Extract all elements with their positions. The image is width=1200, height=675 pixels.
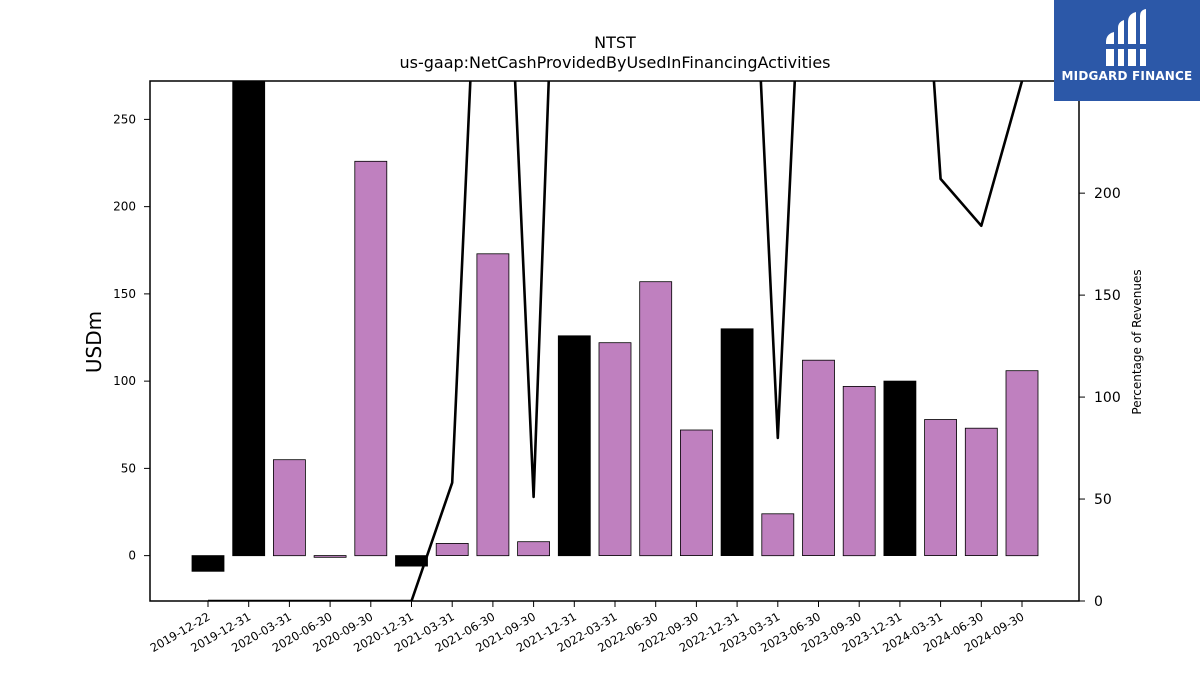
y2-axis-label: Percentage of Revenues bbox=[1130, 269, 1144, 414]
y-tick-label: 0 bbox=[128, 549, 136, 563]
y2-tick-label: 50 bbox=[1094, 492, 1112, 508]
bar-2020-03-31 bbox=[272, 459, 306, 557]
logo-text: MIDGARD FINANCE bbox=[1061, 69, 1193, 83]
y-tick-label: 250 bbox=[113, 112, 136, 126]
bar-2021-03-31 bbox=[435, 543, 469, 557]
bar-2023-03-31 bbox=[761, 513, 795, 557]
chart-title: NTST bbox=[594, 33, 636, 52]
y2-tick-label: 0 bbox=[1094, 594, 1103, 610]
y2-tick-label: 200 bbox=[1094, 186, 1121, 202]
y2-tick-label: 100 bbox=[1094, 390, 1121, 406]
bar-2022-06-30 bbox=[639, 281, 673, 557]
bar-2024-06-30 bbox=[964, 427, 998, 557]
bar-2021-09-30 bbox=[517, 541, 550, 557]
bar-2020-09-30 bbox=[354, 160, 388, 557]
y-tick-label: 50 bbox=[121, 461, 136, 475]
bar-2022-09-30 bbox=[680, 429, 713, 556]
bar-2022-12-31 bbox=[720, 328, 754, 556]
y-tick-label: 200 bbox=[113, 200, 136, 214]
bar-2021-12-31 bbox=[557, 335, 591, 557]
y-tick-label: 100 bbox=[113, 374, 136, 388]
bar-2022-03-31 bbox=[598, 342, 632, 557]
bars-layer bbox=[191, 81, 1039, 572]
bar-2020-06-30 bbox=[313, 555, 347, 558]
chart-subtitle: us-gaap:NetCashProvidedByUsedInFinancing… bbox=[399, 53, 830, 72]
bar-2023-06-30 bbox=[802, 359, 835, 557]
bar-2024-09-30 bbox=[1005, 370, 1039, 557]
bar-2023-12-31 bbox=[883, 380, 917, 557]
bar-2023-09-30 bbox=[842, 385, 876, 557]
midgard-finance-logo: MIDGARD FINANCE bbox=[1054, 0, 1200, 101]
bar-2021-06-30 bbox=[476, 253, 510, 557]
y-tick-label: 150 bbox=[113, 287, 136, 301]
bar-2019-12-31 bbox=[232, 81, 266, 557]
bar-2024-03-31 bbox=[924, 419, 957, 557]
bar-2019-12-22 bbox=[191, 555, 225, 572]
bar-2020-12-31 bbox=[395, 555, 428, 567]
y-axis-label: USDm bbox=[82, 311, 106, 373]
y2-tick-label: 150 bbox=[1094, 288, 1121, 304]
midgard-logo-icon bbox=[1102, 9, 1152, 66]
